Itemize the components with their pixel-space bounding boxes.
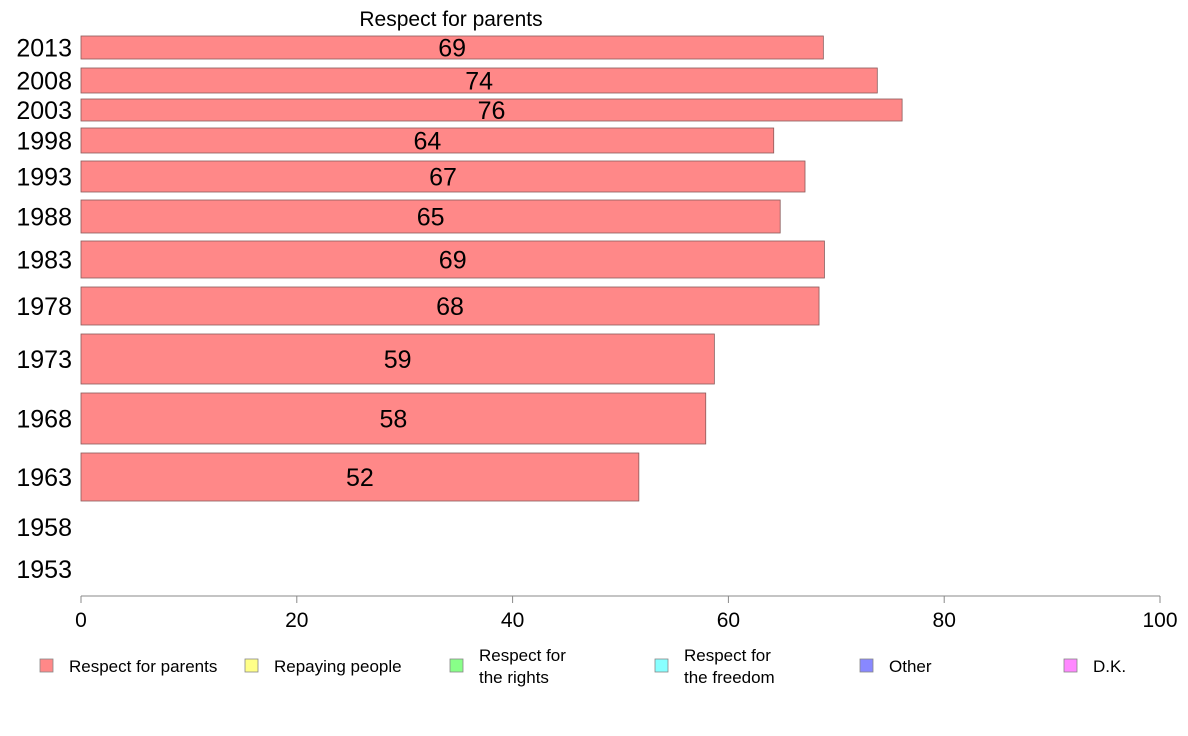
chart-title: Respect for parents	[359, 8, 542, 31]
x-tick-label: 0	[75, 609, 87, 632]
legend: Respect for parents Repaying people Respec…	[39, 646, 1126, 687]
bar-value-label: 69	[438, 35, 466, 63]
bar-value-label: 69	[439, 247, 467, 275]
legend-label: Repaying people	[274, 657, 402, 676]
bar	[80, 35, 824, 60]
x-tick-label: 60	[717, 609, 740, 632]
x-tick-label: 20	[285, 609, 308, 632]
bars-group: 2013 69 2008 74 2003 76 1998 64 1993 67 1988 65 1983…	[16, 35, 903, 584]
x-tick-label: 40	[501, 609, 524, 632]
y-tick-label: 2013	[16, 35, 72, 63]
y-tick-label: 1998	[16, 128, 72, 156]
bar-value-label: 68	[436, 293, 464, 321]
x-axis: 0 20 40 60 80 100	[75, 595, 1178, 632]
bar-value-label: 74	[465, 68, 493, 96]
legend-label: Respect for the rights	[479, 646, 566, 687]
legend-swatch	[1063, 658, 1078, 673]
y-tick-label: 1988	[16, 204, 72, 232]
bar-value-label: 76	[478, 97, 506, 125]
y-tick-label: 2003	[16, 97, 72, 125]
bar	[80, 392, 707, 445]
legend-swatch	[859, 658, 874, 673]
bar	[80, 333, 715, 385]
y-tick-label: 1968	[16, 406, 72, 434]
legend-swatch	[39, 658, 54, 673]
bar	[80, 67, 878, 94]
bar	[80, 160, 806, 193]
legend-label: Other	[889, 657, 932, 676]
bar	[80, 452, 640, 502]
y-tick-label: 1963	[16, 464, 72, 492]
bar	[80, 127, 775, 154]
bar-value-label: 52	[346, 464, 374, 492]
bar-value-label: 64	[413, 128, 441, 156]
bar	[80, 240, 825, 279]
bar	[80, 98, 903, 122]
y-tick-label: 2008	[16, 68, 72, 96]
bar-value-label: 58	[379, 406, 407, 434]
legend-label: Respect for parents	[69, 657, 217, 676]
legend-swatch	[654, 658, 669, 673]
bar-value-label: 65	[417, 204, 445, 232]
y-tick-label: 1978	[16, 293, 72, 321]
bar-value-label: 59	[384, 346, 412, 374]
y-tick-label: 1973	[16, 346, 72, 374]
y-tick-label: 1983	[16, 247, 72, 275]
x-tick-label: 100	[1142, 609, 1177, 632]
x-tick-label: 80	[933, 609, 956, 632]
legend-swatch	[449, 658, 464, 673]
legend-label: Respect for the freedom	[684, 646, 775, 687]
bar	[80, 286, 820, 326]
y-tick-label: 1953	[16, 556, 72, 584]
legend-label: D.K.	[1093, 657, 1126, 676]
legend-swatch	[244, 658, 259, 673]
y-tick-label: 1993	[16, 164, 72, 192]
bar-value-label: 67	[429, 164, 457, 192]
y-tick-label: 1958	[16, 514, 72, 542]
bar	[80, 199, 781, 234]
